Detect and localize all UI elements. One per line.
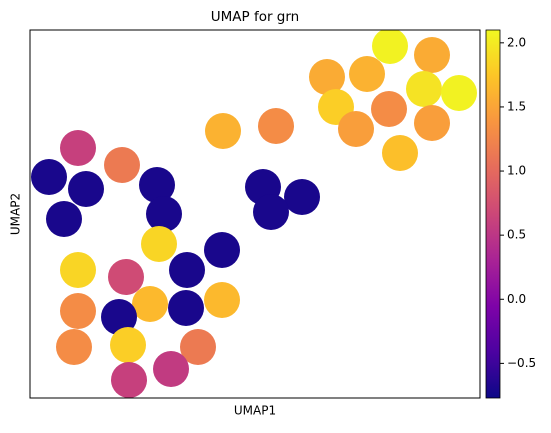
point	[60, 293, 96, 329]
point	[204, 282, 240, 318]
point	[139, 167, 175, 203]
point	[141, 226, 177, 262]
point	[110, 327, 146, 363]
point	[371, 91, 407, 127]
points	[31, 30, 477, 398]
point	[68, 171, 104, 207]
x-axis-label: UMAP1	[234, 404, 276, 418]
point	[205, 113, 241, 149]
point	[309, 59, 345, 95]
point	[108, 259, 144, 295]
point	[441, 75, 477, 111]
point	[204, 232, 240, 268]
point	[180, 329, 216, 365]
point	[146, 196, 182, 232]
point	[46, 201, 82, 237]
colorbar-tick-label: 0.5	[507, 228, 526, 242]
point	[406, 71, 442, 107]
chart-title: UMAP for grn	[211, 9, 300, 25]
point	[31, 159, 67, 195]
colorbar-tick-label: 1.0	[507, 164, 526, 178]
colorbar-tick-label: 1.5	[507, 99, 526, 113]
point	[56, 329, 92, 365]
point	[132, 286, 168, 322]
plot-frame	[29, 29, 481, 399]
point	[414, 105, 450, 141]
point	[153, 351, 189, 387]
point	[372, 30, 408, 64]
point	[169, 252, 205, 288]
colorbar	[485, 29, 501, 399]
point	[253, 194, 289, 230]
point	[60, 252, 96, 288]
point	[382, 135, 418, 171]
point	[284, 179, 320, 215]
point	[60, 130, 96, 166]
point	[168, 290, 204, 326]
colorbar-tick-label: 2.0	[507, 35, 526, 49]
point	[349, 56, 385, 92]
colorbar-tick-label: −0.5	[507, 356, 536, 370]
point	[104, 147, 140, 183]
point	[338, 111, 374, 147]
colorbar-tick-label: 0.0	[507, 292, 526, 306]
point	[111, 362, 147, 398]
point	[101, 299, 137, 335]
point	[258, 108, 294, 144]
point	[414, 37, 450, 73]
y-axis-label: UMAP2	[9, 193, 23, 235]
